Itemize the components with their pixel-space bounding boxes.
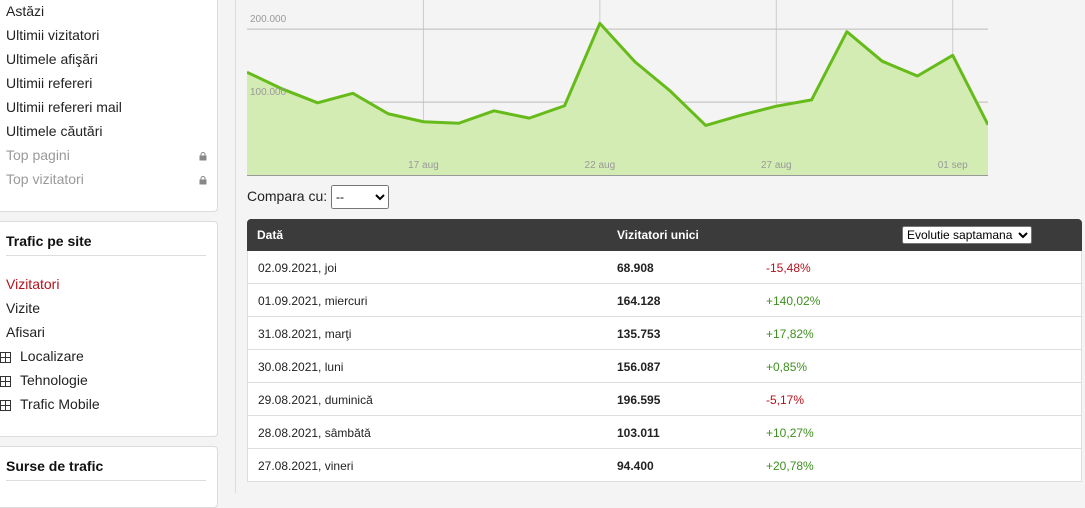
row-visitors: 103.011 bbox=[617, 426, 660, 440]
row-visitors: 164.128 bbox=[617, 294, 661, 308]
table-row: 31.08.2021, marţi 135.753 +17,82% bbox=[247, 317, 1082, 350]
x-tick-label: 22 aug bbox=[585, 160, 616, 171]
traffic-panel bbox=[0, 221, 218, 437]
table-header: Dată Vizitatori unici Evolutie saptamana bbox=[247, 219, 1082, 251]
menu-item[interactable]: Ultimele afişări bbox=[6, 51, 98, 67]
row-change: +20,78% bbox=[766, 459, 814, 473]
row-date: 01.09.2021, miercuri bbox=[258, 294, 368, 308]
expand-grid bbox=[0, 352, 11, 363]
row-date: 29.08.2021, duminică bbox=[258, 393, 373, 407]
row-date: 02.09.2021, joi bbox=[258, 261, 337, 275]
lock-shackle bbox=[200, 176, 206, 180]
menu-item[interactable]: Astăzi bbox=[6, 3, 45, 19]
lock-icon bbox=[199, 176, 207, 185]
row-date: 28.08.2021, sâmbătă bbox=[258, 426, 371, 440]
menu-item[interactable]: Ultimii refereri bbox=[6, 75, 93, 91]
row-visitors: 156.087 bbox=[617, 360, 661, 374]
row-change: +0,85% bbox=[766, 360, 808, 374]
row-date: 30.08.2021, luni bbox=[258, 360, 344, 374]
section-title: Trafic pe site bbox=[6, 233, 92, 249]
lock-body bbox=[199, 155, 207, 161]
nav-group[interactable]: Tehnologie bbox=[20, 372, 88, 388]
row-visitors: 68.908 bbox=[617, 261, 654, 275]
row-change: -5,17% bbox=[766, 393, 805, 407]
table-row: 30.08.2021, luni 156.087 +0,85% bbox=[247, 350, 1082, 383]
expand-grid bbox=[0, 376, 11, 387]
expand-icon bbox=[0, 400, 11, 411]
lock-icon bbox=[199, 152, 207, 161]
lock-body bbox=[199, 179, 207, 185]
header-visitors: Vizitatori unici bbox=[617, 228, 699, 242]
expand-icon bbox=[0, 352, 11, 363]
table-row: 28.08.2021, sâmbătă 103.011 +10,27% bbox=[247, 416, 1082, 449]
x-tick-label: 01 sep bbox=[938, 160, 968, 171]
compare-select[interactable]: -- bbox=[331, 185, 389, 209]
data-table: Dată Vizitatori unici Evolutie saptamana… bbox=[247, 219, 1082, 482]
section-separator bbox=[6, 480, 206, 481]
table-row: 02.09.2021, joi 68.908 -15,48% bbox=[247, 251, 1082, 284]
y-tick-label: 100.000 bbox=[250, 87, 287, 98]
row-visitors: 94.400 bbox=[617, 459, 654, 473]
menu-panel bbox=[0, 0, 218, 212]
compare-label: Compara cu: bbox=[247, 188, 328, 204]
x-tick-label: 27 aug bbox=[761, 160, 792, 171]
y-tick-label: 200.000 bbox=[250, 14, 287, 25]
row-date: 31.08.2021, marţi bbox=[258, 327, 352, 341]
period-select[interactable]: Evolutie saptamana bbox=[902, 226, 1032, 244]
x-tick-label: 17 aug bbox=[408, 160, 439, 171]
row-date: 27.08.2021, vineri bbox=[258, 459, 354, 473]
table-row: 27.08.2021, vineri 94.400 +20,78% bbox=[247, 449, 1082, 482]
line bbox=[247, 21, 988, 127]
menu-item-locked[interactable]: Top pagini bbox=[6, 147, 70, 163]
header-date: Dată bbox=[257, 228, 284, 242]
divider bbox=[235, 0, 236, 493]
sources-panel bbox=[0, 446, 218, 508]
nav-item-active[interactable]: Vizitatori bbox=[6, 276, 60, 292]
section-title: Surse de trafic bbox=[6, 458, 104, 474]
table-row: 01.09.2021, miercuri 164.128 +140,02% bbox=[247, 284, 1082, 317]
menu-item[interactable]: Ultimii refereri mail bbox=[6, 99, 122, 115]
row-visitors: 135.753 bbox=[617, 327, 661, 341]
area bbox=[247, 23, 988, 176]
menu-item[interactable]: Ultimii vizitatori bbox=[6, 27, 100, 43]
nav-group[interactable]: Trafic Mobile bbox=[20, 396, 100, 412]
row-change: -15,48% bbox=[766, 261, 811, 275]
expand-grid bbox=[0, 400, 11, 411]
nav-item[interactable]: Vizite bbox=[6, 300, 40, 316]
chart: 100.000 200.000 17 aug 22 aug 27 aug 01 sep bbox=[247, 0, 988, 176]
section-separator bbox=[6, 255, 206, 256]
table-row: 29.08.2021, duminică 196.595 -5,17% bbox=[247, 383, 1082, 416]
menu-item[interactable]: Ultimele căutări bbox=[6, 123, 103, 139]
menu-item-locked[interactable]: Top vizitatori bbox=[6, 171, 84, 187]
lock-shackle bbox=[200, 152, 206, 156]
row-visitors: 196.595 bbox=[617, 393, 661, 407]
row-change: +140,02% bbox=[766, 294, 821, 308]
row-change: +10,27% bbox=[766, 426, 814, 440]
expand-icon bbox=[0, 376, 11, 387]
nav-group[interactable]: Localizare bbox=[20, 348, 84, 364]
nav-item[interactable]: Afisari bbox=[6, 324, 45, 340]
row-change: +17,82% bbox=[766, 327, 814, 341]
